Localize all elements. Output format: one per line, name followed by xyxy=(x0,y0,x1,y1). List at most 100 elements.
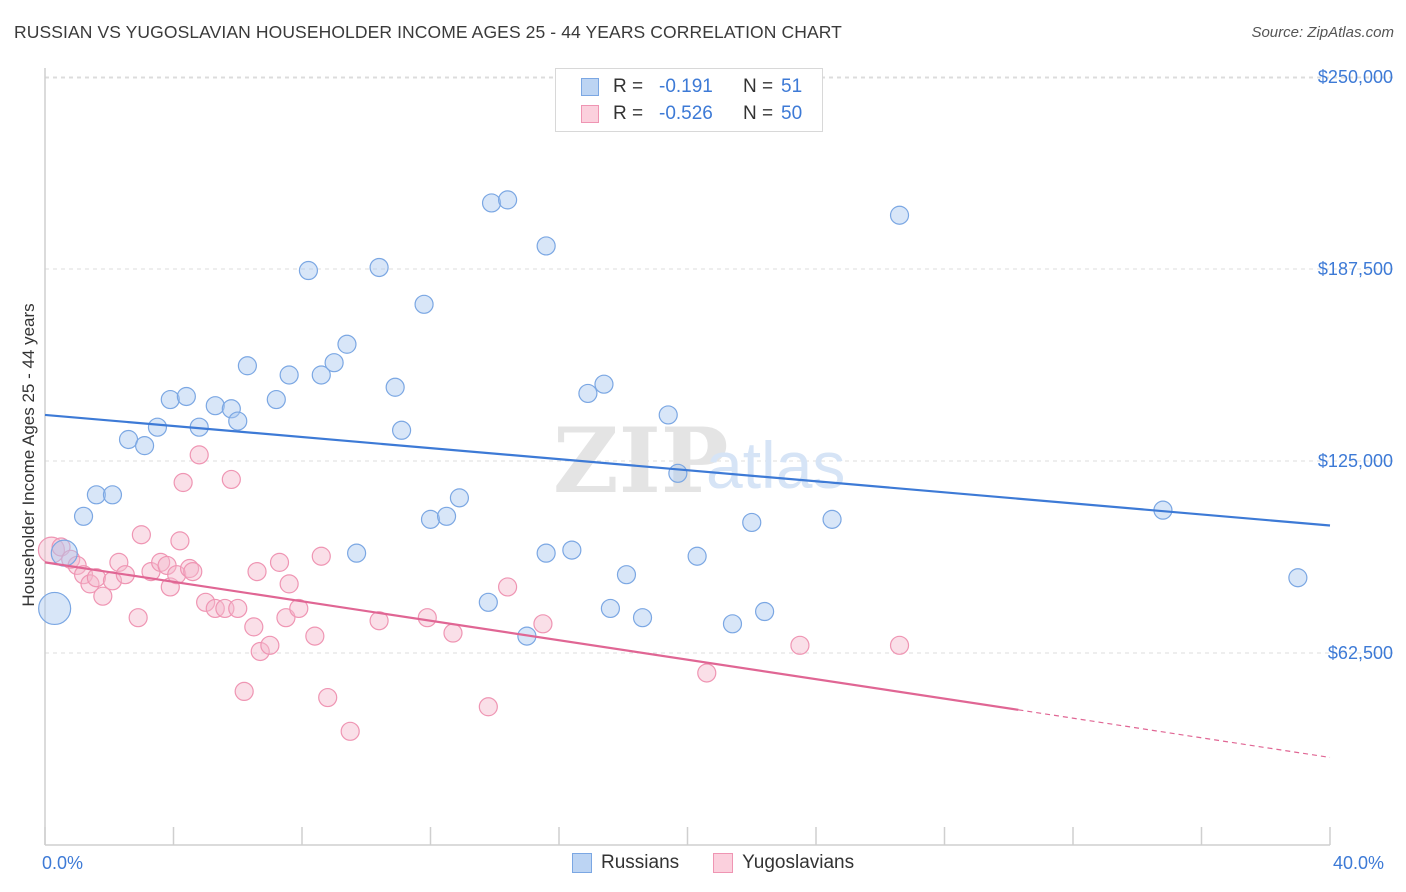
x-tick-label-min: 0.0% xyxy=(42,853,84,873)
russians-swatch xyxy=(581,78,599,96)
yugoslavians-swatch xyxy=(581,105,599,123)
yugoslavians-point xyxy=(417,608,437,628)
russians-point xyxy=(498,190,518,210)
russians-point xyxy=(50,539,78,567)
russians-point xyxy=(536,236,556,256)
russians-point xyxy=(481,193,502,213)
yugoslavians-point xyxy=(234,681,254,702)
yugoslavians-point xyxy=(790,635,810,655)
y-tick-label: $187,500 xyxy=(1318,259,1393,279)
legend-item-yugoslavians[interactable]: Yugoslavians xyxy=(713,852,854,874)
yugoslavians-point xyxy=(697,663,717,683)
russians-point xyxy=(369,257,389,278)
russians-point xyxy=(420,509,441,529)
yugoslavians-legend-swatch xyxy=(713,853,734,873)
russians-point xyxy=(324,353,344,373)
russians-point xyxy=(687,546,707,566)
yugoslavians-r-label: R = xyxy=(613,103,644,124)
russians-trend-line xyxy=(44,413,1331,527)
y-axis-title: Householder Income Ages 25 - 44 years xyxy=(19,303,38,606)
yugoslavians-n-label: N = xyxy=(743,103,774,124)
chart-source: Source: ZipAtlas.com xyxy=(1251,24,1394,41)
russians-point xyxy=(311,365,331,385)
russians-point xyxy=(578,383,598,404)
yugoslavians-point xyxy=(173,472,193,493)
russians-point xyxy=(391,420,412,440)
yugoslavians-point xyxy=(889,635,910,655)
y-tick-label: $125,000 xyxy=(1318,451,1393,471)
yugoslavians-point xyxy=(478,697,498,717)
yugoslavians-point xyxy=(205,598,225,619)
yugoslavians-point xyxy=(196,592,216,612)
russians-point xyxy=(754,601,775,622)
russians-point xyxy=(889,205,910,225)
russians-point xyxy=(298,260,319,281)
y-tick-label: $250,000 xyxy=(1318,67,1393,87)
yugoslavians-trend-line xyxy=(44,561,1019,711)
x-tick-label-max: 40.0% xyxy=(1333,853,1385,873)
russians-point xyxy=(73,506,94,526)
yugoslavians-point xyxy=(179,558,200,579)
yugoslavians-point xyxy=(221,469,241,490)
russians-point xyxy=(478,592,498,612)
russians-point xyxy=(205,396,225,416)
russians-point xyxy=(658,405,678,425)
russians-legend-label: Russians xyxy=(601,852,680,873)
russians-r-label: R = xyxy=(613,76,644,97)
russians-point xyxy=(147,417,168,437)
yugoslavians-point xyxy=(189,445,209,465)
legend-row-yugoslavians: R = -0.526 N = 50 xyxy=(581,102,802,126)
yugoslavians-point xyxy=(269,552,290,572)
russians-point xyxy=(385,377,405,397)
yugoslavians-trend-extrapolated xyxy=(1018,709,1331,759)
russians-point xyxy=(266,389,286,410)
yugoslavians-point xyxy=(93,586,113,606)
russians-point xyxy=(118,429,139,450)
yugoslavians-point xyxy=(369,611,389,631)
russians-point xyxy=(600,598,621,619)
yugoslavians-r-value: -0.526 xyxy=(659,103,713,124)
yugoslavians-point xyxy=(244,617,264,637)
yugoslavians-point xyxy=(250,641,270,662)
yugoslavians-point xyxy=(533,614,553,634)
yugoslavians-point xyxy=(183,561,203,582)
russians-point xyxy=(237,356,257,376)
russians-point xyxy=(86,485,107,505)
yugoslavians-point xyxy=(228,598,248,619)
russians-point xyxy=(536,543,556,563)
russians-n-value: 51 xyxy=(781,76,803,97)
yugoslavians-point xyxy=(247,561,267,582)
yugoslavians-point xyxy=(498,577,518,597)
russians-point xyxy=(632,608,653,628)
russians-point xyxy=(822,509,842,529)
correlation-legend: R = -0.191 N = 51 R = -0.526 N = 50 xyxy=(555,68,823,132)
russians-point xyxy=(347,543,367,563)
yugoslavians-point xyxy=(279,574,299,594)
russians-point xyxy=(414,294,434,314)
russians-point xyxy=(722,614,743,634)
yugoslavians-point xyxy=(131,525,151,545)
yugoslavians-point xyxy=(305,626,325,646)
russians-point xyxy=(176,386,196,407)
russians-point xyxy=(38,591,72,626)
russians-point xyxy=(337,334,357,354)
russians-n-label: N = xyxy=(743,76,774,97)
yugoslavians-point xyxy=(86,568,107,588)
chart-title: RUSSIAN VS YUGOSLAVIAN HOUSEHOLDER INCOM… xyxy=(14,22,842,42)
yugoslavians-legend-label: Yugoslavians xyxy=(742,852,855,873)
legend-item-russians[interactable]: Russians xyxy=(572,852,679,874)
y-tick-label: $62,500 xyxy=(1328,643,1393,663)
russians-point xyxy=(668,463,688,483)
yugoslavians-point xyxy=(128,608,148,628)
russians-legend-swatch xyxy=(572,853,592,873)
watermark-atlas: atlas xyxy=(706,428,845,502)
yugoslavians-point xyxy=(311,546,331,566)
russians-point xyxy=(134,436,155,456)
russians-point xyxy=(160,389,180,410)
yugoslavians-point xyxy=(260,635,280,655)
russians-point xyxy=(449,488,470,508)
russians-point xyxy=(742,512,762,533)
russians-point xyxy=(228,411,248,431)
russians-point xyxy=(562,540,582,560)
